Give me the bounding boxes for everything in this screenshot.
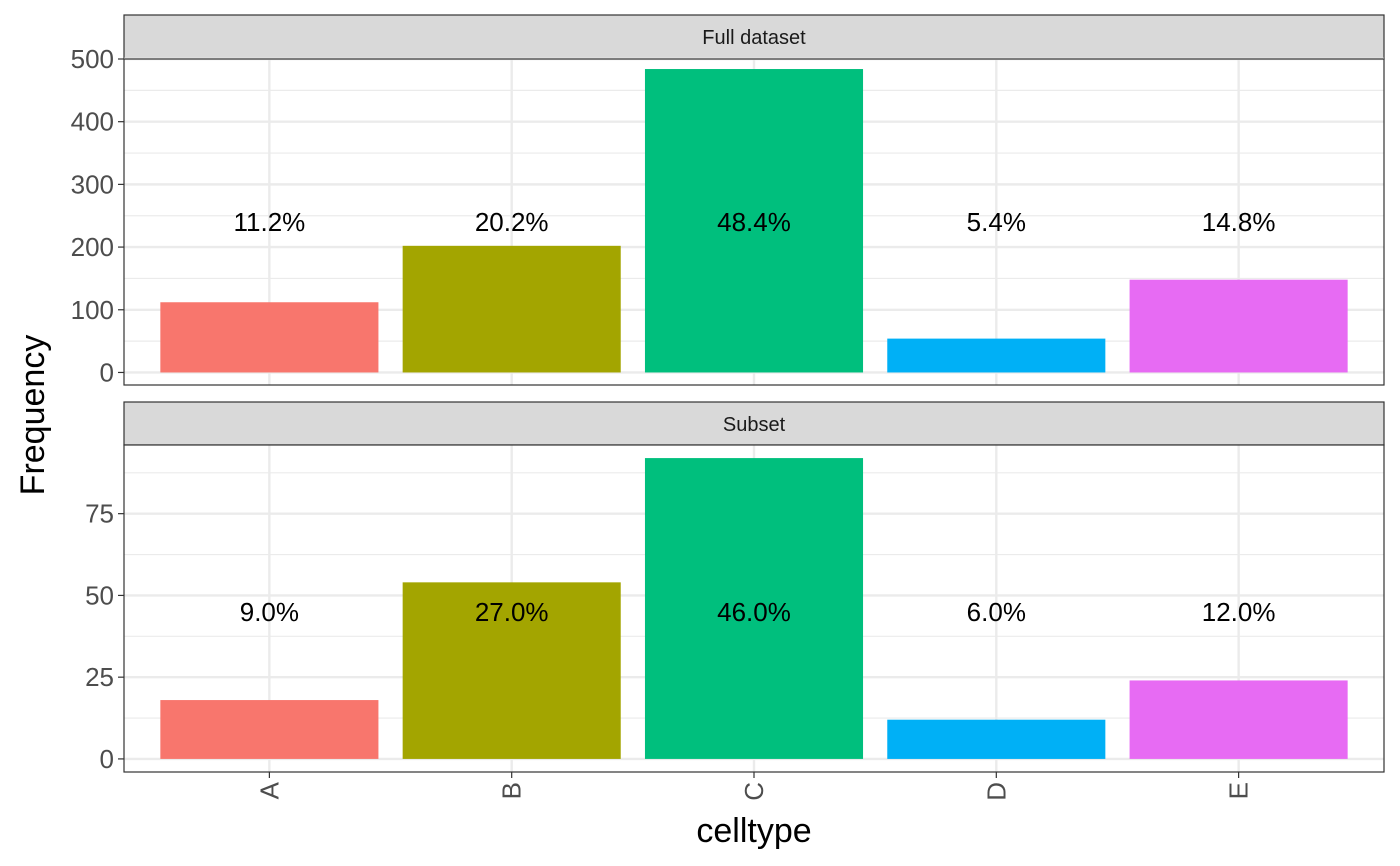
- y-tick-label: 100: [71, 295, 114, 325]
- bar-label-e: 12.0%: [1202, 597, 1276, 627]
- x-tick-label-e: E: [1224, 782, 1254, 799]
- panel-full-dataset-y-axis: 0 100 200 300 400 500: [71, 44, 124, 387]
- panel-full-dataset-strip-label: Full dataset: [702, 27, 806, 49]
- y-tick-label: 0: [100, 357, 114, 387]
- y-tick-label: 50: [85, 580, 114, 610]
- x-axis-title: celltype: [696, 812, 811, 850]
- panel-full-dataset-border: [123, 58, 1385, 386]
- y-tick-label: 200: [71, 232, 114, 262]
- bar-b: [402, 582, 621, 759]
- bar-label-a: 9.0%: [240, 597, 299, 627]
- bar-c: [644, 69, 864, 373]
- bar-label-d: 6.0%: [967, 597, 1026, 627]
- panel-full-dataset-bars: [160, 69, 1348, 373]
- bar-e: [1129, 680, 1348, 759]
- y-tick-label: 500: [71, 44, 114, 74]
- bar-label-c: 46.0%: [717, 597, 791, 627]
- x-tick-label-d: D: [981, 782, 1011, 801]
- bar-label-a: 11.2%: [233, 207, 305, 237]
- bar-e: [1129, 279, 1348, 373]
- panel-full-dataset: Full dataset 11.2% 20.2% 48.4% 5.4% 14.8% 0 1…: [71, 14, 1385, 387]
- panel-subset-strip: [123, 401, 1385, 446]
- y-tick-label: 75: [85, 499, 114, 529]
- bar-d: [887, 338, 1106, 373]
- bar-b: [402, 245, 621, 373]
- bar-label-b: 20.2%: [475, 207, 549, 237]
- panel-subset-bars: [160, 458, 1348, 759]
- bar-a: [160, 700, 379, 759]
- bar-label-e: 14.8%: [1202, 207, 1276, 237]
- bar-d: [887, 719, 1106, 759]
- bar-label-d: 5.4%: [967, 207, 1026, 237]
- panel-full-dataset-bar-labels: 11.2% 20.2% 48.4% 5.4% 14.8%: [233, 207, 1275, 237]
- bar-label-b: 27.0%: [475, 597, 549, 627]
- x-axis: A B C D E: [254, 772, 1254, 801]
- panel-subset: Subset 9.0% 27.0% 46.0% 6.0% 12.0% 0 25 50 75: [85, 401, 1385, 774]
- panel-full-dataset-strip: [123, 14, 1385, 60]
- x-tick-label-c: C: [739, 782, 769, 801]
- y-tick-label: 25: [85, 662, 114, 692]
- y-tick-label: 0: [100, 744, 114, 774]
- panel-subset-y-axis: 0 25 50 75: [85, 499, 124, 774]
- panel-subset-strip-label: Subset: [723, 414, 786, 436]
- y-tick-label: 400: [71, 107, 114, 137]
- panel-subset-bar-labels: 9.0% 27.0% 46.0% 6.0% 12.0%: [240, 597, 1276, 627]
- x-tick-label-b: B: [497, 782, 527, 799]
- bar-c: [644, 458, 864, 759]
- bar-a: [160, 302, 379, 373]
- x-tick-label-a: A: [254, 781, 284, 799]
- bar-label-c: 48.4%: [717, 207, 791, 237]
- y-axis-title: Frequency: [14, 335, 52, 496]
- y-tick-label: 300: [71, 169, 114, 199]
